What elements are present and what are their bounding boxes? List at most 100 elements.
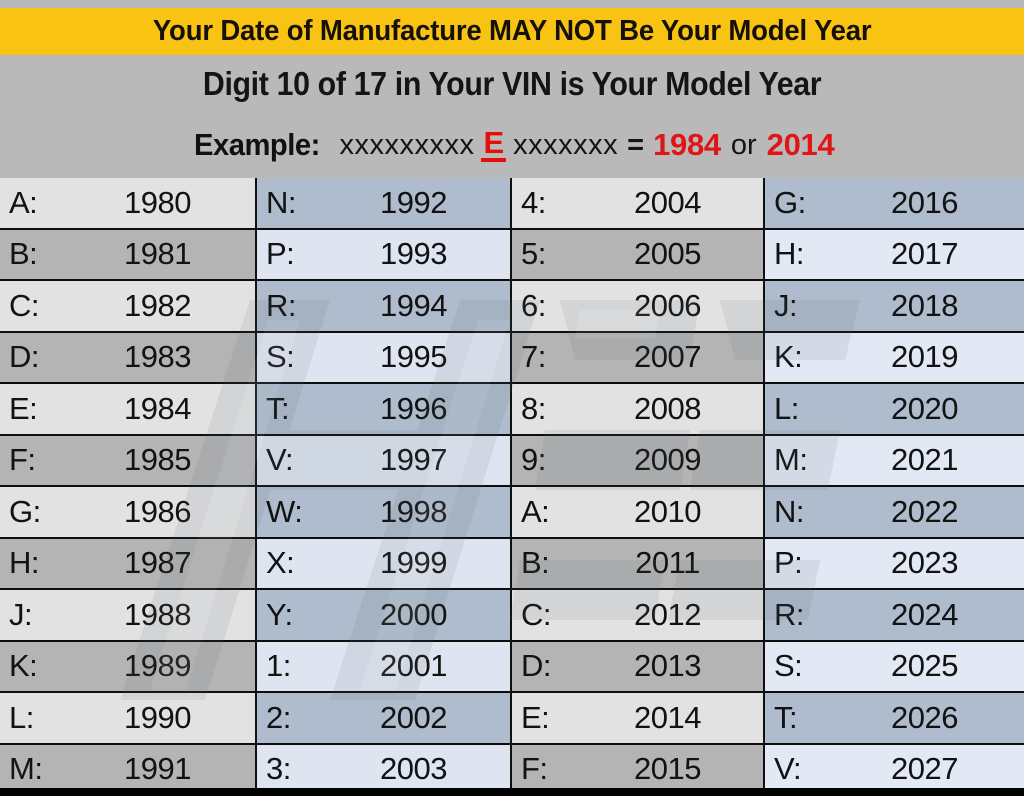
vin-code-cell: F: — [9, 442, 36, 478]
example-or-text: or — [730, 128, 757, 161]
table-row: H: 2017 — [765, 229, 1024, 281]
vin-code-cell: R: — [774, 596, 805, 632]
vin-code-cell: 4: — [521, 184, 546, 220]
vin-code-cell: S: — [266, 339, 295, 375]
model-year-cell: 2007 — [634, 339, 701, 375]
subtitle-text: Digit 10 of 17 in Your VIN is Your Model… — [202, 64, 822, 102]
model-year-cell: 1983 — [124, 339, 191, 375]
table-row: Y: 2000 — [257, 590, 510, 642]
vin-code-cell: A: — [521, 493, 550, 529]
model-year-cell: 1986 — [124, 493, 191, 529]
table-row: G: 1986 — [0, 487, 255, 539]
subtitle-row: Digit 10 of 17 in Your VIN is Your Model… — [0, 57, 1024, 110]
vin-code-cell: H: — [774, 236, 805, 272]
vin-code-cell: 7: — [521, 339, 546, 375]
model-year-cell: 1990 — [124, 699, 191, 735]
model-year-cell: 1980 — [124, 184, 191, 220]
model-year-cell: 2024 — [891, 596, 958, 632]
table-row: L: 2020 — [765, 384, 1024, 436]
table-row: A: 1980 — [0, 178, 255, 230]
table-row: 9: 2009 — [512, 435, 763, 487]
model-year-cell: 2013 — [634, 648, 701, 684]
vin-code-cell: N: — [266, 184, 297, 220]
model-year-cell: 2027 — [891, 751, 958, 787]
vin-code-cell: P: — [266, 236, 295, 272]
vin-code-cell: V: — [774, 751, 802, 787]
table-row: E: 2014 — [512, 693, 763, 745]
table-row: V: 2027 — [765, 744, 1024, 796]
example-equals-sign: = — [627, 128, 645, 161]
bottom-border — [0, 788, 1024, 796]
table-row: G: 2016 — [765, 178, 1024, 230]
model-year-cell: 1981 — [124, 236, 191, 272]
vin-code-cell: 8: — [521, 390, 546, 426]
table-row: T: 1996 — [257, 384, 510, 436]
vin-code-cell: V: — [266, 442, 294, 478]
table-row: D: 2013 — [512, 641, 763, 693]
vin-code-cell: X: — [266, 545, 295, 581]
vin-code-cell: J: — [9, 596, 33, 632]
table-row: S: 1995 — [257, 332, 510, 384]
table-row: C: 1982 — [0, 281, 255, 333]
model-year-cell: 2000 — [380, 596, 447, 632]
table-row: V: 1997 — [257, 435, 510, 487]
model-year-cell: 1984 — [124, 390, 191, 426]
example-label: Example: — [193, 127, 320, 162]
vin-code-cell: G: — [774, 184, 806, 220]
model-year-cell: 2001 — [380, 648, 447, 684]
model-year-cell: 2003 — [380, 751, 447, 787]
table-row: J: 2018 — [765, 281, 1024, 333]
vin-code-cell: C: — [521, 596, 552, 632]
table-row: P: 1993 — [257, 229, 510, 281]
model-year-cell: 2014 — [634, 699, 701, 735]
model-year-cell: 2010 — [634, 493, 701, 529]
table-row: 8: 2008 — [512, 384, 763, 436]
vin-code-cell: B: — [521, 545, 550, 581]
vin-code-cell: G: — [9, 493, 41, 529]
table-row: 5: 2005 — [512, 229, 763, 281]
model-year-cell: 1989 — [124, 648, 191, 684]
vin-code-cell: A: — [9, 184, 38, 220]
vin-code-cell: M: — [9, 751, 43, 787]
vin-code-cell: Y: — [266, 596, 293, 632]
vin-code-cell: P: — [774, 545, 803, 581]
example-row: Example: xxxxxxxxx E xxxxxxx = 1984 or 2… — [0, 119, 1024, 171]
vin-code-cell: C: — [9, 287, 40, 323]
vin-code-cell: D: — [521, 648, 552, 684]
model-year-cell: 1991 — [124, 751, 191, 787]
vin-code-cell: L: — [774, 390, 799, 426]
table-row: 7: 2007 — [512, 332, 763, 384]
table-row: W: 1998 — [257, 487, 510, 539]
vin-code-cell: N: — [774, 493, 805, 529]
vin-code-cell: T: — [266, 390, 290, 426]
model-year-cell: 1985 — [124, 442, 191, 478]
example-year-a: 1984 — [653, 127, 721, 162]
table-row: K: 1989 — [0, 641, 255, 693]
example-year-b: 2014 — [766, 127, 835, 162]
vin-code-cell: R: — [266, 287, 297, 323]
model-year-cell: 2008 — [634, 390, 701, 426]
model-year-cell: 2004 — [634, 184, 701, 220]
table-row: R: 1994 — [257, 281, 510, 333]
model-year-cell: 1997 — [380, 442, 447, 478]
vin-code-cell: L: — [9, 699, 34, 735]
table-row: D: 1983 — [0, 332, 255, 384]
vin-year-grid: A: 1980 B: 1981 C: 1982 D: 1983 E: 1984 F: 1985 G: 19… — [0, 178, 1024, 796]
vin-code-cell: B: — [9, 236, 38, 272]
vin-code-cell: F: — [521, 751, 548, 787]
vin-code-cell: D: — [9, 339, 40, 375]
model-year-cell: 2020 — [891, 390, 958, 426]
model-year-cell: 2021 — [891, 442, 958, 478]
table-row: H: 1987 — [0, 538, 255, 590]
model-year-cell: 2026 — [891, 699, 958, 735]
vin-code-cell: T: — [774, 699, 798, 735]
table-row: S: 2025 — [765, 641, 1024, 693]
model-year-cell: 2002 — [380, 699, 447, 735]
vin-year-column-1: A: 1980 B: 1981 C: 1982 D: 1983 E: 1984 F: 1985 G: 19… — [0, 178, 255, 796]
table-row: M: 2021 — [765, 435, 1024, 487]
model-year-cell: 1996 — [380, 390, 447, 426]
vin-code-cell: M: — [774, 442, 808, 478]
table-row: C: 2012 — [512, 590, 763, 642]
table-row: B: 1981 — [0, 229, 255, 281]
model-year-cell: 1982 — [124, 287, 191, 323]
